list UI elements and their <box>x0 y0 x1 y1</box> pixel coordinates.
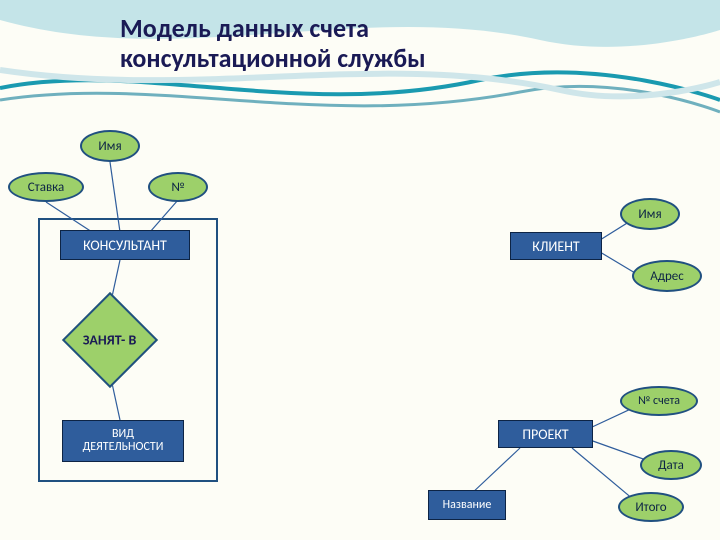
attr-date: Дата <box>640 450 702 480</box>
attr-invoice-no: № счета <box>620 386 698 416</box>
relationship-label: ЗАНЯТ- В <box>83 331 137 348</box>
diagram-title: Модель данных счета консультационной слу… <box>120 14 426 74</box>
attr-total: Итого <box>618 492 684 522</box>
attr-title: Название <box>428 490 506 520</box>
entity-activity: ВИД ДЕЯТЕЛЬНОСТИ <box>62 420 184 462</box>
attr-name-consultant: Имя <box>80 130 140 162</box>
entity-consultant: КОНСУЛЬТАНТ <box>60 230 190 260</box>
entity-client: КЛИЕНТ <box>510 232 602 260</box>
attr-rate: Ставка <box>8 172 84 202</box>
attr-no: № <box>148 172 208 202</box>
entity-project: ПРОЕКТ <box>498 420 593 448</box>
attr-address: Адрес <box>632 260 702 292</box>
attr-name-client: Имя <box>620 198 680 230</box>
